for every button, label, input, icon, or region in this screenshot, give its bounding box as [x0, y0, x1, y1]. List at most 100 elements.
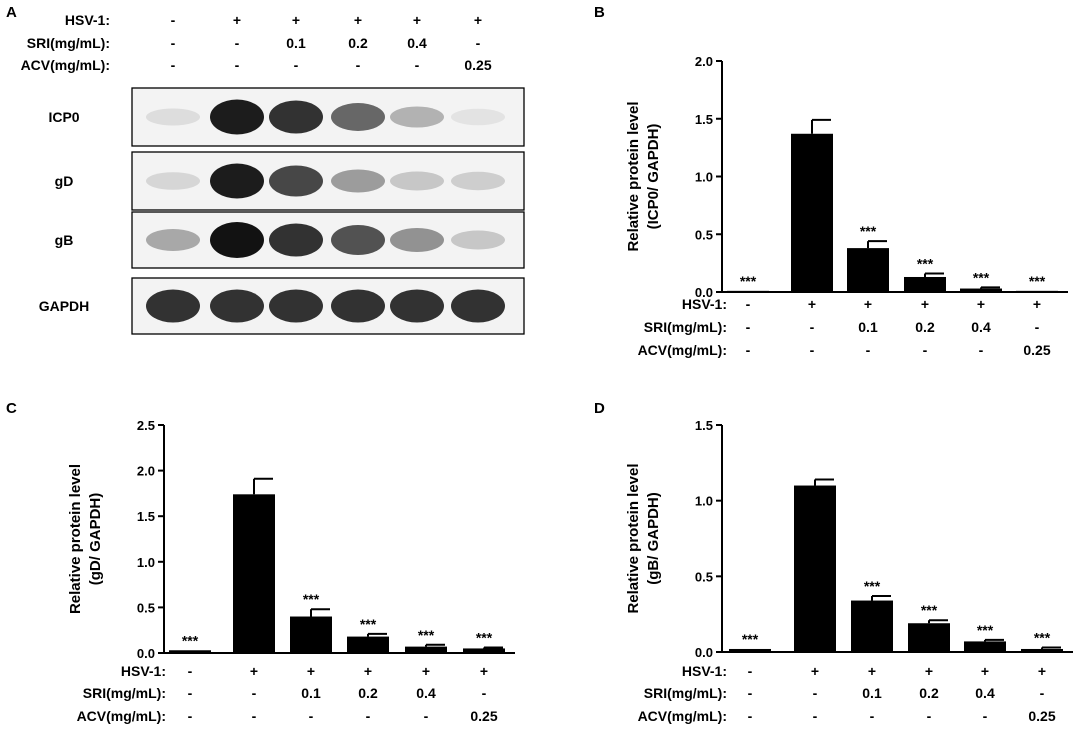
blot-strip — [131, 151, 525, 211]
condition-value: + — [250, 663, 258, 679]
condition-label: SRI(mg/mL): — [644, 685, 727, 701]
y-tick-label: 0.0 — [695, 645, 713, 660]
wb-condition-value: 0.1 — [286, 35, 306, 51]
blot-band — [331, 103, 385, 131]
condition-value: + — [811, 663, 819, 679]
bar — [1016, 290, 1058, 293]
condition-value: - — [252, 708, 257, 724]
wb-condition-value: - — [415, 57, 420, 73]
y-tick-label: 1.5 — [695, 418, 713, 433]
blot-strip — [131, 87, 525, 147]
significance-label: *** — [742, 631, 759, 647]
condition-value: - — [810, 342, 815, 358]
significance-label: *** — [182, 632, 199, 648]
panel-label-d: D — [594, 400, 605, 417]
wb-condition-value: + — [354, 12, 362, 28]
bar-chart-icp0: Relative protein level (ICP0/ GAPDH) 0.0 0.… — [625, 54, 1068, 358]
wb-condition-value: + — [413, 12, 421, 28]
wb-condition-value: - — [171, 12, 176, 28]
y-tick-label: 1.0 — [695, 170, 713, 185]
western-blot-panel: HSV-1: - + + + + + SRI(mg/mL): - - 0.1 0.2 0.4 - ACV(m… — [21, 12, 525, 335]
condition-value: - — [748, 685, 753, 701]
condition-value: + — [422, 663, 430, 679]
y-tick-label: 1.5 — [695, 112, 713, 127]
wb-protein-label: gB — [55, 232, 74, 248]
condition-label: SRI(mg/mL): — [83, 685, 166, 701]
condition-value: - — [188, 685, 193, 701]
bar — [1021, 648, 1063, 652]
y-tick-label: 0.5 — [137, 600, 155, 615]
significance-label: *** — [1029, 273, 1046, 289]
bar — [964, 641, 1006, 652]
condition-label: SRI(mg/mL): — [644, 319, 727, 335]
blot-band — [390, 171, 444, 191]
y-tick-label: 0.5 — [695, 227, 713, 242]
wb-condition-value: - — [171, 57, 176, 73]
blot-strip — [131, 277, 525, 335]
blot-band — [390, 228, 444, 252]
y-tick-label: 0.0 — [137, 646, 155, 661]
condition-value: + — [868, 663, 876, 679]
wb-condition-value: - — [476, 35, 481, 51]
condition-value: 0.2 — [915, 319, 935, 335]
bar — [463, 648, 505, 653]
y-axis-label: Relative protein level (gB/ GAPDH) — [625, 463, 662, 613]
blot-band — [146, 108, 200, 126]
significance-label: *** — [917, 256, 934, 272]
bar — [729, 648, 771, 652]
condition-value: + — [921, 296, 929, 312]
bar — [405, 646, 447, 653]
condition-value: + — [864, 296, 872, 312]
y-tick-label: 0.5 — [695, 569, 713, 584]
blot-band — [269, 289, 323, 323]
wb-condition-value: - — [235, 35, 240, 51]
y-tick-label: 2.0 — [137, 464, 155, 479]
bar-chart-gb: Relative protein level (gB/ GAPDH) 0.0 0.5 1… — [625, 418, 1073, 724]
bar — [347, 636, 389, 653]
blot-band — [331, 289, 385, 323]
panel-label-a: A — [6, 4, 17, 21]
significance-label: *** — [740, 273, 757, 289]
condition-value: - — [188, 708, 193, 724]
condition-value: - — [366, 708, 371, 724]
condition-value: + — [977, 296, 985, 312]
condition-value: - — [424, 708, 429, 724]
wb-condition-value: - — [294, 57, 299, 73]
condition-value: - — [983, 708, 988, 724]
condition-value: 0.1 — [301, 685, 321, 701]
condition-value: - — [748, 708, 753, 724]
bar — [290, 616, 332, 653]
condition-value: 0.25 — [470, 708, 497, 724]
condition-value: - — [482, 685, 487, 701]
condition-value: - — [309, 708, 314, 724]
condition-value: - — [813, 708, 818, 724]
bar — [960, 288, 1002, 292]
wb-condition-label: HSV-1: — [65, 12, 110, 28]
condition-value: - — [810, 319, 815, 335]
blot-strip — [131, 211, 525, 269]
y-tick-label: 1.5 — [137, 509, 155, 524]
condition-label: HSV-1: — [682, 296, 727, 312]
wb-condition-value: - — [356, 57, 361, 73]
condition-label: HSV-1: — [682, 663, 727, 679]
blot-band — [269, 165, 323, 197]
blot-band — [210, 99, 264, 135]
condition-value: + — [808, 296, 816, 312]
condition-value: - — [927, 708, 932, 724]
blot-band — [146, 229, 200, 251]
condition-label: HSV-1: — [121, 663, 166, 679]
condition-value: - — [746, 296, 751, 312]
condition-value: 0.4 — [975, 685, 995, 701]
wb-protein-label: ICP0 — [48, 109, 79, 125]
wb-condition-value: 0.25 — [464, 57, 491, 73]
significance-label: *** — [864, 578, 881, 594]
wb-condition-value: + — [474, 12, 482, 28]
blot-band — [269, 223, 323, 257]
condition-value: + — [480, 663, 488, 679]
bar — [851, 600, 893, 652]
y-tick-label: 1.0 — [695, 494, 713, 509]
blot-band — [146, 172, 200, 190]
significance-label: *** — [303, 591, 320, 607]
bar — [169, 650, 211, 653]
significance-label: *** — [1034, 629, 1051, 645]
